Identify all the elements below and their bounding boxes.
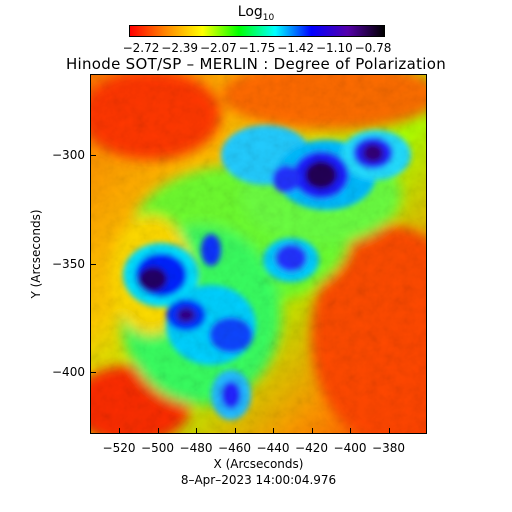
y-tick-mark (90, 372, 96, 373)
x-tick-label: −400 (333, 441, 367, 455)
x-tick-label: −440 (256, 441, 290, 455)
x-tick-mark (196, 428, 197, 434)
observation-timestamp: 8–Apr–2023 14:00:04.976 (180, 473, 337, 487)
colorbar-title: Log10 (237, 4, 275, 23)
colorbar-tick-label: −1.10 (315, 41, 353, 55)
colorbar-tick-label: −0.78 (354, 41, 392, 55)
x-tick-mark (350, 428, 351, 434)
colorbar-tick-label: −2.07 (199, 41, 237, 55)
x-tick-mark (119, 428, 120, 434)
x-tick-label: −500 (141, 441, 174, 455)
y-tick-label: −300 (52, 148, 85, 162)
y-tick-mark (90, 155, 96, 156)
y-tick-label: −400 (52, 365, 85, 379)
x-tick-label: −480 (179, 441, 213, 455)
y-tick-label: −350 (52, 257, 85, 271)
x-tick-label: −520 (102, 441, 136, 455)
y-axis-label: Y (Arcseconds) (29, 209, 43, 299)
x-axis-label: X (Arcseconds) (213, 457, 304, 471)
x-tick-mark (157, 428, 159, 434)
plot-title: Hinode SOT/SP – MERLIN : Degree of Polar… (65, 55, 447, 73)
x-tick-mark (273, 428, 274, 434)
x-tick-mark (234, 428, 236, 434)
x-tick-mark (388, 428, 390, 434)
colorbar-tick-label: −2.39 (161, 41, 199, 55)
y-tick-mark (90, 264, 96, 265)
colorbar-tick-label: −1.75 (238, 41, 276, 55)
colorbar-tick-label: −2.72 (122, 41, 160, 55)
x-tick-label: −460 (218, 441, 251, 455)
colorbar-tick-label: −1.42 (277, 41, 315, 55)
colorbar (129, 25, 385, 37)
polarization-map (90, 74, 427, 434)
polarization-image (91, 75, 426, 433)
x-tick-label: −420 (295, 441, 328, 455)
x-tick-label: −380 (372, 441, 405, 455)
x-tick-mark (311, 428, 313, 434)
